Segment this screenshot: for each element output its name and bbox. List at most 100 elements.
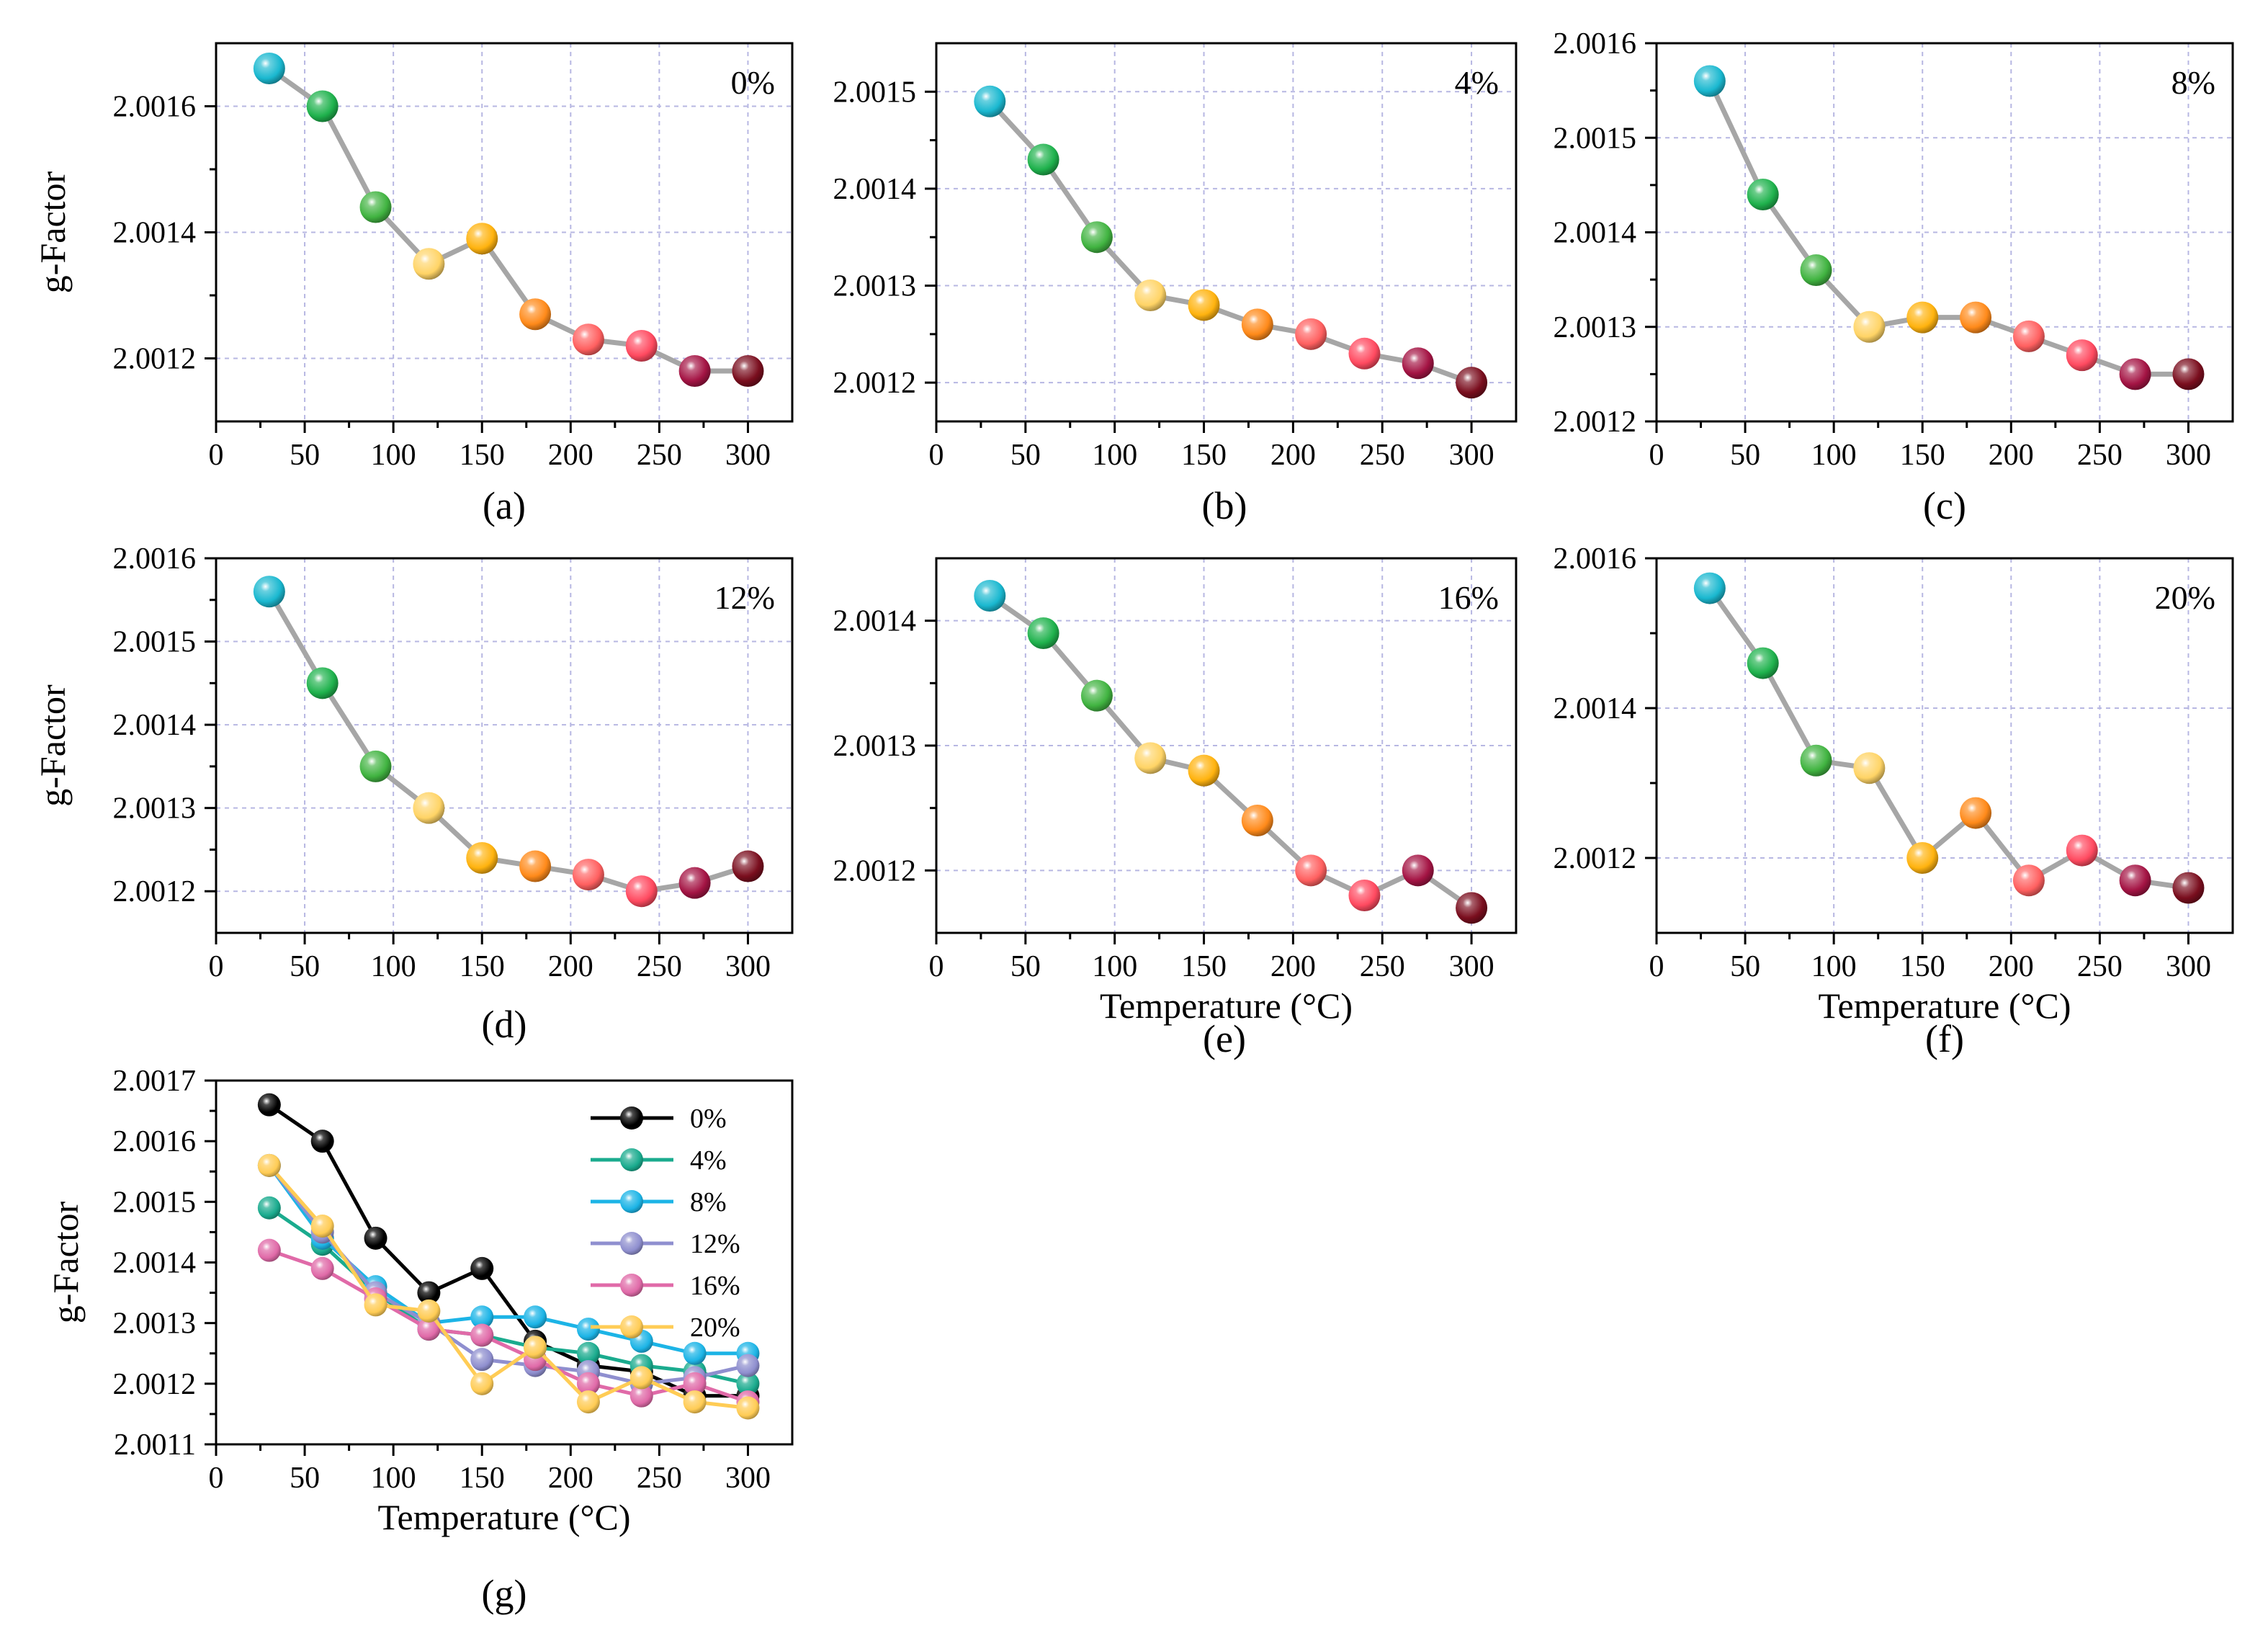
data-point: [1295, 854, 1327, 887]
x-tick-label: 300: [1449, 950, 1494, 983]
data-point: [466, 223, 498, 255]
legend-marker: [620, 1315, 643, 1338]
data-point: [974, 580, 1006, 612]
legend-label: 8%: [690, 1187, 727, 1217]
data-point: [466, 842, 498, 874]
concentration-label: 8%: [2171, 64, 2215, 101]
data-point: [253, 53, 285, 84]
x-tick-label: 200: [1989, 439, 2034, 472]
y-tick-label: 2.0012: [113, 875, 197, 908]
data-point: [974, 85, 1006, 117]
plot-frame: [1655, 557, 2234, 934]
chart-panel-e: 0 50 100 150 200 250 300 2.0012 2.0013 2.0014 Temp…: [833, 557, 1518, 1060]
chart-panel-c: 0 50 100 150 200 250 300 2.0012 2.0013 2.0014 2.00…: [1554, 27, 2234, 527]
x-axis-title: Temperature (°C): [377, 1497, 630, 1537]
y-tick-label: 2.0017: [113, 1065, 197, 1098]
data-point: [2012, 864, 2045, 897]
x-tick-label: 150: [460, 950, 505, 983]
data-point: [524, 1336, 547, 1359]
panel-caption: (b): [1202, 484, 1247, 527]
x-tick-label: 100: [371, 1462, 416, 1495]
x-tick-label: 50: [1730, 950, 1760, 983]
data-point: [306, 667, 339, 699]
x-tick-label: 0: [209, 439, 224, 472]
x-tick-label: 250: [637, 950, 682, 983]
concentration-label: 20%: [2155, 579, 2215, 616]
panel-caption: (c): [1923, 484, 1966, 527]
x-tick-label: 0: [929, 439, 944, 472]
data-point: [257, 1238, 281, 1262]
y-tick-label: 2.0013: [833, 270, 917, 303]
y-tick-label: 2.0016: [1554, 542, 1637, 576]
x-tick-label: 50: [1010, 439, 1041, 472]
data-point: [1853, 310, 1886, 343]
series-line: [268, 1206, 749, 1386]
data-point: [1906, 842, 1939, 874]
panel-caption: (g): [482, 1572, 527, 1615]
series-line: [267, 66, 748, 374]
concentration-label: 12%: [714, 579, 775, 616]
data-point: [519, 298, 552, 331]
series-line: [988, 594, 1474, 911]
x-tick-label: 150: [1181, 439, 1227, 472]
chart-panel-g: 0 50 100 150 200 250 300 2.0011 2.0012 2.0013 2.00…: [45, 1065, 794, 1615]
x-tick-label: 250: [1360, 950, 1405, 983]
y-tick-label: 2.0014: [113, 709, 197, 742]
chart-panel-b: 0 50 100 150 200 250 300 2.0012 2.0013 2.0014 2.00…: [833, 42, 1518, 527]
y-tick-label: 2.0013: [113, 792, 197, 826]
data-point: [1906, 301, 1939, 334]
x-tick-label: 250: [637, 439, 682, 472]
series-line: [266, 590, 749, 894]
panel-caption: (d): [482, 1003, 527, 1046]
legend-label: 0%: [690, 1104, 727, 1134]
data-point: [413, 248, 445, 280]
data-point: [2066, 834, 2098, 867]
x-tick-label: 100: [371, 950, 416, 983]
data-point: [576, 1318, 600, 1341]
data-point: [1348, 337, 1381, 370]
y-tick-label: 2.0012: [833, 367, 917, 400]
x-tick-label: 300: [725, 439, 771, 472]
series-line: [1707, 586, 2189, 891]
y-tick-label: 2.0014: [113, 217, 197, 250]
chart-panel-f: 0 50 100 150 200 250 300 2.0012 2.0014 2.0016 Temp…: [1554, 542, 2234, 1060]
x-tick-label: 100: [371, 439, 416, 472]
plot-frame: [935, 42, 1518, 423]
x-tick-label: 200: [1270, 950, 1316, 983]
data-point: [359, 750, 392, 782]
data-point: [1456, 367, 1488, 399]
chart-panel-a: 0 50 100 150 200 250 300 2.0012 2.0014 2.0016 g-Fa…: [32, 42, 794, 527]
y-tick-label: 2.0013: [1554, 311, 1637, 344]
y-tick-label: 2.0015: [833, 76, 917, 109]
plot-frame: [215, 557, 794, 934]
y-tick-label: 2.0014: [833, 605, 917, 638]
y-tick-label: 2.0015: [113, 1186, 197, 1219]
panel-caption: (f): [1925, 1017, 1964, 1060]
data-point: [519, 850, 552, 882]
data-point: [1188, 289, 1220, 321]
legend-label: 12%: [690, 1229, 740, 1259]
x-tick-label: 150: [1900, 950, 1945, 983]
data-point: [732, 355, 764, 387]
data-point: [470, 1323, 494, 1347]
data-point: [576, 1390, 600, 1414]
data-point: [2066, 339, 2098, 372]
data-point: [2172, 872, 2205, 904]
series-line: [268, 1103, 748, 1398]
y-tick-label: 2.0012: [1554, 842, 1637, 875]
data-point: [413, 792, 445, 824]
x-tick-label: 100: [1811, 950, 1857, 983]
legend-label: 20%: [690, 1313, 740, 1343]
concentration-label: 0%: [731, 64, 775, 101]
y-axis-title: g-Factor: [32, 171, 73, 293]
y-tick-label: 2.0014: [1554, 217, 1637, 250]
legend-label: 16%: [690, 1271, 740, 1301]
y-tick-label: 2.0013: [833, 730, 917, 763]
y-tick-label: 2.0012: [1554, 406, 1637, 439]
x-axis-title: Temperature (°C): [1100, 985, 1353, 1026]
data-point: [1456, 892, 1488, 924]
data-point: [1027, 617, 1059, 649]
x-tick-label: 250: [637, 1462, 682, 1495]
data-point: [1080, 679, 1113, 712]
